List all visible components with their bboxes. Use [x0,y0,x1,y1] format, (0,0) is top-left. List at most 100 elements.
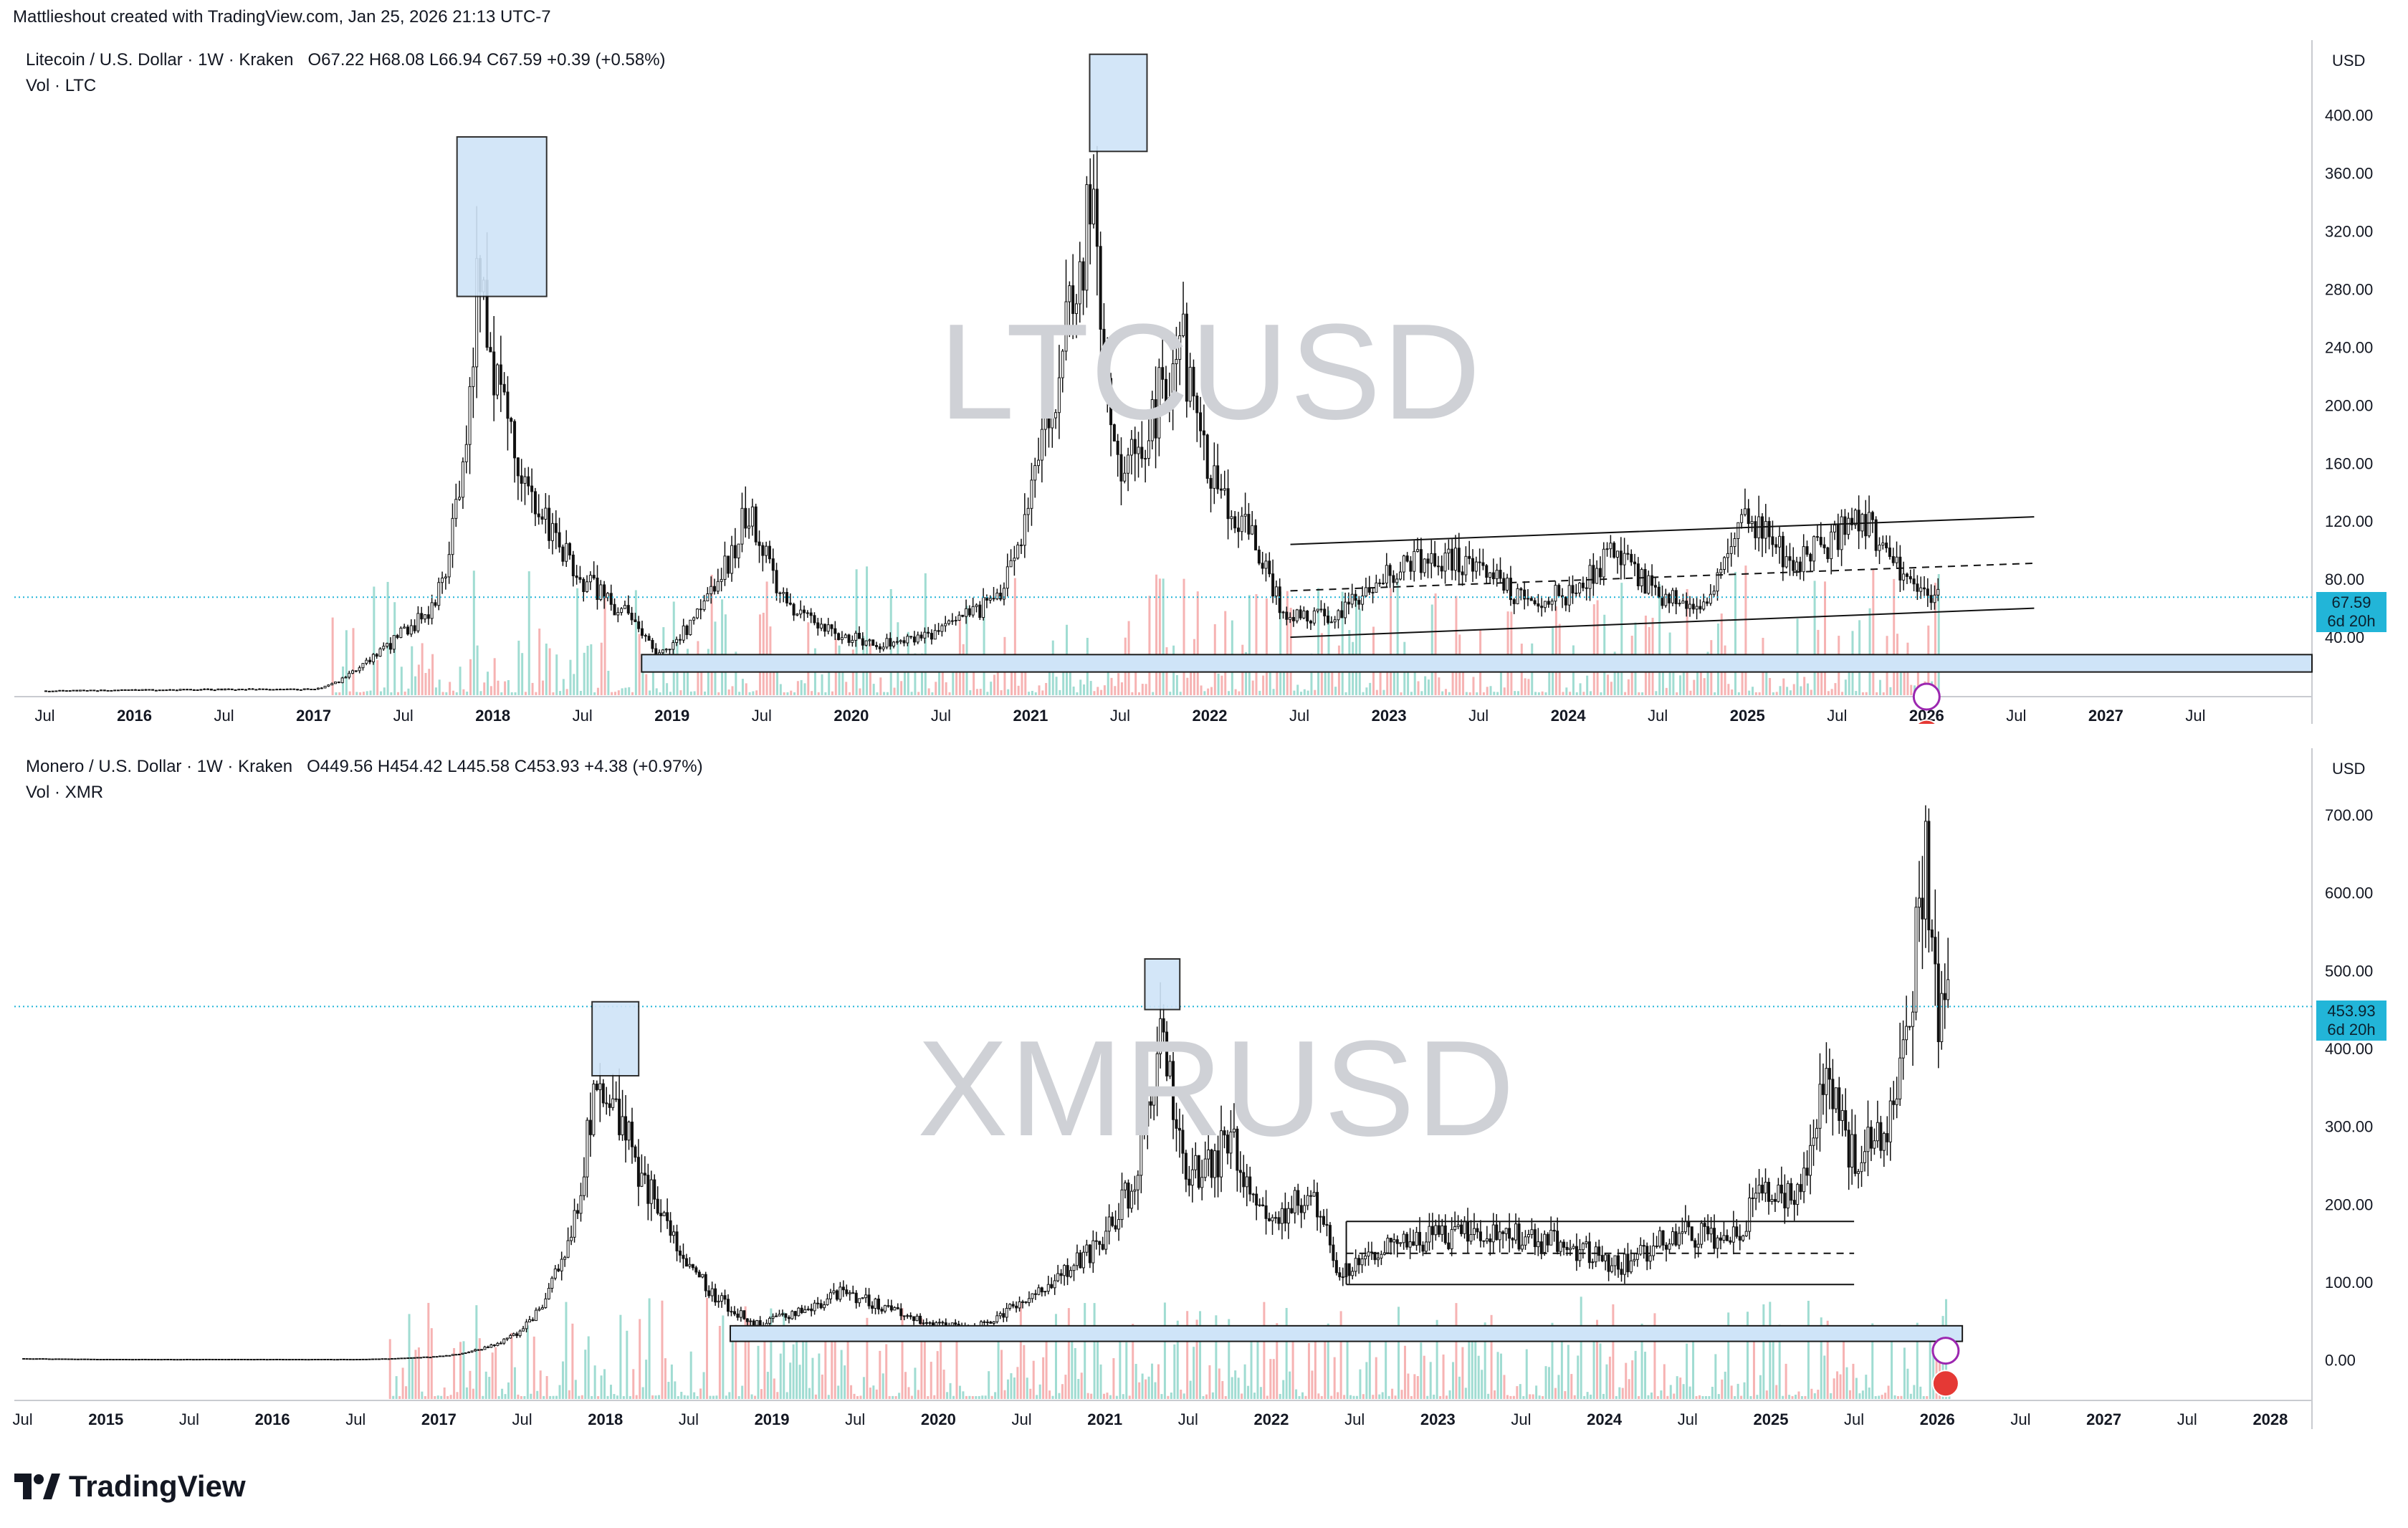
candle-body [1626,553,1630,555]
volume-bar [1843,1335,1845,1399]
y-tick-label: 320.00 [2325,223,2373,241]
volume-bar [869,1388,871,1399]
volume-bar [1679,675,1682,695]
volume-bar [1676,1376,1678,1399]
ltc-chart-canvas[interactable]: 400.00360.00320.00280.00240.00200.00160.… [0,0,2408,724]
candle-body [1485,565,1489,578]
volume-bar [687,1395,689,1399]
volume-bar [983,610,985,695]
candle-body [1587,1241,1591,1264]
candle-body [861,1297,864,1299]
xmr-low: L445.58 [447,757,510,776]
candle-body [1098,1241,1102,1245]
candle-body [1418,1231,1422,1246]
xmr-symbol[interactable]: Monero / U.S. Dollar · 1W · Kraken [26,757,293,776]
volume-bar [886,692,889,695]
ltc-chart-pane[interactable]: 400.00 360.00 320.00 280.00 240.00 200.00 160.… [0,0,2408,724]
ltc-symbol[interactable]: Litecoin / U.S. Dollar · 1W · Kraken [26,50,294,70]
candle-body [1210,1149,1213,1178]
volume-bar [1186,1311,1189,1399]
volume-bar [1503,1375,1506,1399]
xmr-currency-label[interactable]: USD [2332,760,2366,778]
candle-body [1933,594,1936,603]
candle-body [383,1358,387,1360]
volume-bar [1596,1319,1599,1399]
candle-body [204,1358,208,1360]
volume-bar [578,1395,580,1399]
candle-body [1690,1226,1693,1241]
tradingview-logo[interactable]: TradingView [14,1469,246,1504]
x-tick-label: Jul [1468,707,1489,724]
candle-body [771,558,775,571]
candle-body [678,1250,682,1256]
volume-bar [1881,1395,1883,1399]
volume-bar [1465,692,1468,695]
candle-body [1512,599,1516,604]
candle-body [1533,1229,1537,1248]
candle-body [1423,558,1426,573]
volume-bar [866,566,869,695]
candle-body [1146,1101,1150,1127]
volume-bar [607,670,610,695]
candle-body [1426,558,1430,564]
volume-bar [1525,1349,1528,1399]
volume-bar [1569,692,1572,695]
volume-bar [1600,692,1602,695]
ltc-currency-label[interactable]: USD [2332,52,2366,70]
volume-bar [1016,1367,1019,1399]
candle-body [712,586,716,592]
candle-body [923,631,927,639]
volume-bar [1186,677,1189,695]
candle-body [1529,598,1533,601]
volume-bar [669,692,672,695]
volume-bar [1224,611,1227,695]
candle-body [1520,1244,1524,1250]
x-tick-label: 2020 [921,1410,956,1428]
volume-bar [1167,1395,1170,1399]
volume-bar [933,1395,936,1399]
volume-bar [1592,604,1595,695]
candle-body [1381,583,1385,585]
volume-bar [1909,1393,1912,1399]
volume-bar [555,1395,558,1399]
volume-bar [603,1369,606,1399]
candle-body [70,1358,74,1360]
xmr-volume-label[interactable]: Vol · XMR [26,783,104,802]
candle-body [744,507,747,529]
xmr-chart-pane[interactable]: 700.00 600.00 500.00 400.00 300.00 200.00 100.… [0,738,2408,1455]
candle-body [1109,378,1113,426]
candle-body [1152,1092,1156,1106]
volume-bar [1054,1314,1057,1399]
candle-body [609,593,613,605]
candle-body [1591,1261,1595,1264]
candle-body [1102,328,1106,352]
volume-bar [510,692,513,695]
volume-bar [1218,1368,1220,1399]
volume-bar [1086,1393,1089,1399]
volume-bar [476,645,479,695]
volume-bar [1392,672,1395,695]
candle-body [1853,510,1857,525]
volume-bar [1132,1324,1134,1399]
candle-body [1469,1233,1473,1242]
candle-body [1175,1119,1178,1129]
candle-body [437,582,441,606]
volume-bar [504,1394,507,1399]
volume-bar [1103,685,1106,695]
candle-body [775,1315,778,1317]
candle-body [1316,608,1319,611]
candle-body [692,617,696,621]
volume-bar [1134,1364,1137,1399]
volume-bar [1714,1354,1717,1399]
candle-body [1812,1137,1815,1146]
volume-bar [1190,662,1193,695]
candle-body [570,1236,573,1241]
ltc-volume-label[interactable]: Vol · LTC [26,76,97,95]
candle-body [1474,561,1478,572]
volume-bar [1300,692,1303,695]
candle-body [1054,412,1058,419]
volume-bar [1624,692,1627,695]
candle-body [382,646,386,649]
volume-bar [504,681,507,695]
xmr-chart-canvas[interactable]: 700.00600.00500.00400.00300.00200.00100.… [0,738,2408,1455]
